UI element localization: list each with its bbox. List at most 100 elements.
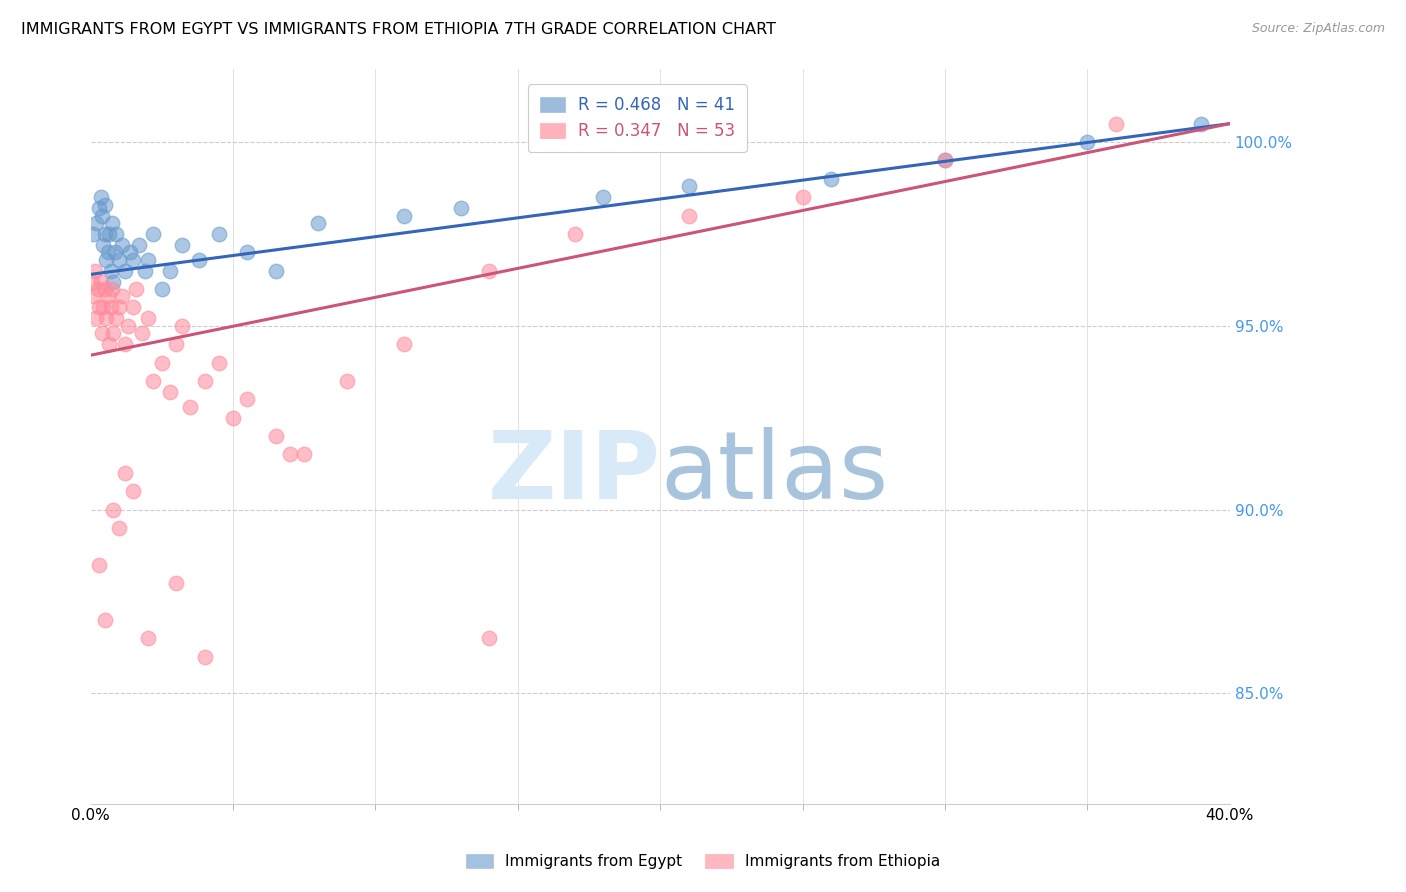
Point — [208, 355, 231, 369]
Point — [165, 576, 187, 591]
Point — [159, 263, 181, 277]
Point — [592, 190, 614, 204]
Point — [120, 245, 142, 260]
Point — [101, 282, 124, 296]
Point — [111, 289, 134, 303]
Point — [82, 289, 104, 303]
Point — [150, 282, 173, 296]
Point — [278, 447, 301, 461]
Point — [307, 216, 329, 230]
Point — [91, 209, 114, 223]
Point — [1076, 135, 1098, 149]
Point — [94, 227, 117, 241]
Point — [179, 400, 201, 414]
Point — [678, 209, 700, 223]
Point — [114, 466, 136, 480]
Point — [193, 649, 215, 664]
Point — [93, 238, 115, 252]
Point — [1189, 117, 1212, 131]
Point — [934, 153, 956, 168]
Point — [84, 311, 107, 326]
Point — [125, 282, 148, 296]
Point — [93, 301, 115, 315]
Point — [128, 238, 150, 252]
Point — [98, 227, 121, 241]
Legend: Immigrants from Egypt, Immigrants from Ethiopia: Immigrants from Egypt, Immigrants from E… — [460, 848, 946, 875]
Point — [678, 179, 700, 194]
Point — [142, 227, 165, 241]
Point — [94, 197, 117, 211]
Text: atlas: atlas — [661, 427, 889, 519]
Point — [105, 227, 128, 241]
Point — [264, 263, 287, 277]
Point — [170, 318, 193, 333]
Point — [89, 201, 111, 215]
Point — [84, 216, 107, 230]
Point — [165, 337, 187, 351]
Point — [101, 216, 124, 230]
Point — [87, 282, 110, 296]
Point — [114, 337, 136, 351]
Point — [1105, 117, 1128, 131]
Point — [478, 263, 501, 277]
Point — [83, 263, 105, 277]
Point — [820, 171, 842, 186]
Point — [142, 374, 165, 388]
Point — [98, 337, 121, 351]
Text: Source: ZipAtlas.com: Source: ZipAtlas.com — [1251, 22, 1385, 36]
Point — [103, 502, 125, 516]
Point — [90, 190, 112, 204]
Point — [136, 252, 159, 267]
Point — [122, 484, 145, 499]
Point — [97, 289, 120, 303]
Text: IMMIGRANTS FROM EGYPT VS IMMIGRANTS FROM ETHIOPIA 7TH GRADE CORRELATION CHART: IMMIGRANTS FROM EGYPT VS IMMIGRANTS FROM… — [21, 22, 776, 37]
Point — [159, 384, 181, 399]
Point — [117, 318, 139, 333]
Point — [94, 282, 117, 296]
Point — [104, 245, 127, 260]
Point — [292, 447, 315, 461]
Point — [222, 410, 245, 425]
Legend: R = 0.468   N = 41, R = 0.347   N = 53: R = 0.468 N = 41, R = 0.347 N = 53 — [529, 84, 747, 152]
Point — [94, 613, 117, 627]
Point — [264, 429, 287, 443]
Point — [91, 326, 114, 340]
Point — [336, 374, 359, 388]
Point — [236, 392, 259, 407]
Point — [97, 245, 120, 260]
Point — [96, 311, 118, 326]
Point — [100, 263, 122, 277]
Point — [150, 355, 173, 369]
Point — [131, 326, 153, 340]
Point — [450, 201, 472, 215]
Point — [108, 521, 131, 535]
Point — [122, 301, 145, 315]
Point — [80, 275, 103, 289]
Point — [96, 252, 118, 267]
Point — [136, 311, 159, 326]
Point — [122, 252, 145, 267]
Point — [103, 275, 125, 289]
Point — [392, 337, 415, 351]
Point — [90, 275, 112, 289]
Point — [111, 238, 134, 252]
Point — [792, 190, 814, 204]
Point — [236, 245, 259, 260]
Text: ZIP: ZIP — [488, 427, 661, 519]
Point — [82, 227, 104, 241]
Point — [89, 301, 111, 315]
Point — [193, 374, 215, 388]
Point — [105, 311, 128, 326]
Point — [187, 252, 209, 267]
Point — [108, 252, 131, 267]
Point — [89, 558, 111, 572]
Point — [934, 153, 956, 168]
Point — [478, 631, 501, 645]
Point — [564, 227, 586, 241]
Point — [208, 227, 231, 241]
Point — [170, 238, 193, 252]
Point — [134, 263, 156, 277]
Point — [108, 301, 131, 315]
Point — [100, 301, 122, 315]
Point — [136, 631, 159, 645]
